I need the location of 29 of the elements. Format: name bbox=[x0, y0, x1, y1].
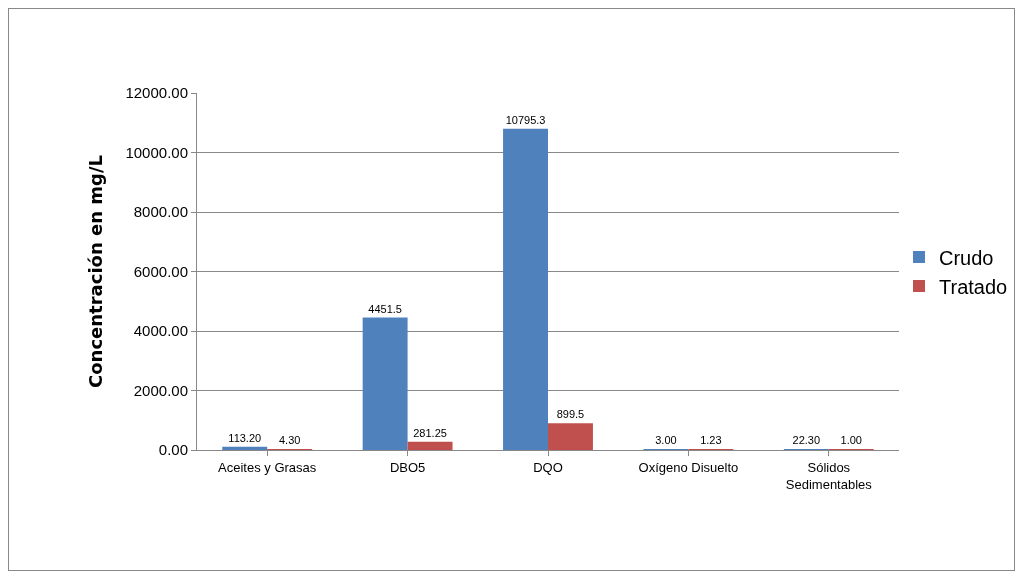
y-tick-label: 10000.00 bbox=[125, 143, 188, 161]
legend-label: Tratado bbox=[939, 275, 1008, 298]
data-label: 4.30 bbox=[278, 434, 301, 446]
data-label: 899.5 bbox=[556, 408, 585, 421]
y-tick-label: 12000.00 bbox=[125, 84, 188, 102]
bar bbox=[362, 317, 408, 450]
y-tick-label: 8000.00 bbox=[133, 203, 188, 221]
data-label: 1.00 bbox=[840, 434, 862, 446]
y-tick-label: 6000.00 bbox=[133, 262, 188, 280]
y-tick-label: 4000.00 bbox=[133, 322, 188, 340]
x-tick-label: Sólidos Sedimentables bbox=[785, 459, 873, 492]
bar bbox=[407, 441, 453, 450]
x-tick-label: DQO bbox=[533, 459, 563, 475]
x-tick-label: DBO5 bbox=[389, 459, 426, 475]
bar bbox=[548, 423, 593, 450]
bar bbox=[503, 128, 548, 450]
legend-label: Crudo bbox=[939, 246, 994, 269]
data-label: 3.00 bbox=[655, 434, 677, 446]
data-label: 4451.5 bbox=[368, 302, 402, 315]
data-label: 10795.3 bbox=[505, 113, 546, 126]
x-tick-label: Oxígeno Disuelto bbox=[638, 459, 739, 475]
data-label: 113.20 bbox=[228, 431, 262, 444]
y-axis-title: Concentración en mg/L bbox=[84, 155, 106, 388]
data-label: 22.30 bbox=[792, 434, 821, 446]
x-tick-label: Aceites y Grasas bbox=[218, 459, 317, 475]
data-label: 281.25 bbox=[413, 426, 447, 439]
data-label: 1.23 bbox=[700, 434, 722, 446]
y-tick-label: 2000.00 bbox=[133, 381, 188, 399]
y-tick-label: 0.00 bbox=[158, 441, 188, 459]
